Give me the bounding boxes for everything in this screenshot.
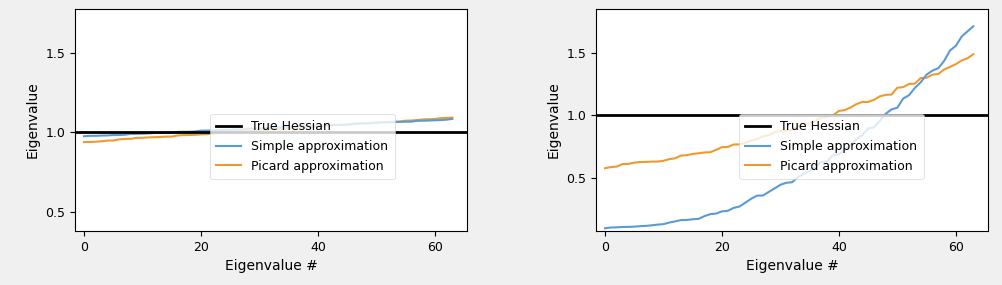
Simple approximation xyxy=(750,194,763,197)
Simple approximation xyxy=(318,124,330,127)
Picard approximation xyxy=(750,137,763,141)
Simple approximation xyxy=(283,125,295,129)
Picard approximation xyxy=(259,128,271,132)
True Hessian xyxy=(84,131,96,134)
Line: Picard approximation: Picard approximation xyxy=(84,118,452,142)
Picard approximation xyxy=(645,160,657,163)
Picard approximation xyxy=(78,141,90,144)
Simple approximation xyxy=(446,117,458,121)
Simple approximation xyxy=(803,169,815,173)
Line: Picard approximation: Picard approximation xyxy=(604,54,972,168)
Simple approximation xyxy=(312,124,324,127)
Simple approximation xyxy=(78,135,90,138)
Simple approximation xyxy=(229,128,241,131)
Picard approximation xyxy=(283,127,295,130)
Picard approximation xyxy=(598,166,610,170)
True Hessian xyxy=(604,114,616,117)
Y-axis label: Eigenvalue: Eigenvalue xyxy=(26,81,40,158)
Simple approximation xyxy=(645,224,657,227)
X-axis label: Eigenvalue #: Eigenvalue # xyxy=(744,259,838,273)
True Hessian xyxy=(598,114,610,117)
Picard approximation xyxy=(318,125,330,128)
Simple approximation xyxy=(838,148,850,151)
Legend: True Hessian, Simple approximation, Picard approximation: True Hessian, Simple approximation, Pica… xyxy=(210,114,394,179)
Picard approximation xyxy=(312,125,324,128)
True Hessian xyxy=(78,131,90,134)
Simple approximation xyxy=(966,25,978,28)
Simple approximation xyxy=(259,127,271,130)
Legend: True Hessian, Simple approximation, Picard approximation: True Hessian, Simple approximation, Pica… xyxy=(738,114,923,179)
X-axis label: Eigenvalue #: Eigenvalue # xyxy=(224,259,318,273)
Y-axis label: Eigenvalue: Eigenvalue xyxy=(546,81,560,158)
Picard approximation xyxy=(966,52,978,56)
Simple approximation xyxy=(598,227,610,230)
Picard approximation xyxy=(780,129,792,132)
Picard approximation xyxy=(838,108,850,112)
Simple approximation xyxy=(832,152,844,156)
Picard approximation xyxy=(229,130,241,133)
Picard approximation xyxy=(803,122,815,125)
Line: Simple approximation: Simple approximation xyxy=(84,119,452,136)
Line: Simple approximation: Simple approximation xyxy=(604,26,972,228)
Simple approximation xyxy=(124,132,136,136)
Simple approximation xyxy=(780,181,792,184)
Picard approximation xyxy=(832,109,844,113)
Picard approximation xyxy=(124,137,136,141)
Picard approximation xyxy=(446,116,458,119)
